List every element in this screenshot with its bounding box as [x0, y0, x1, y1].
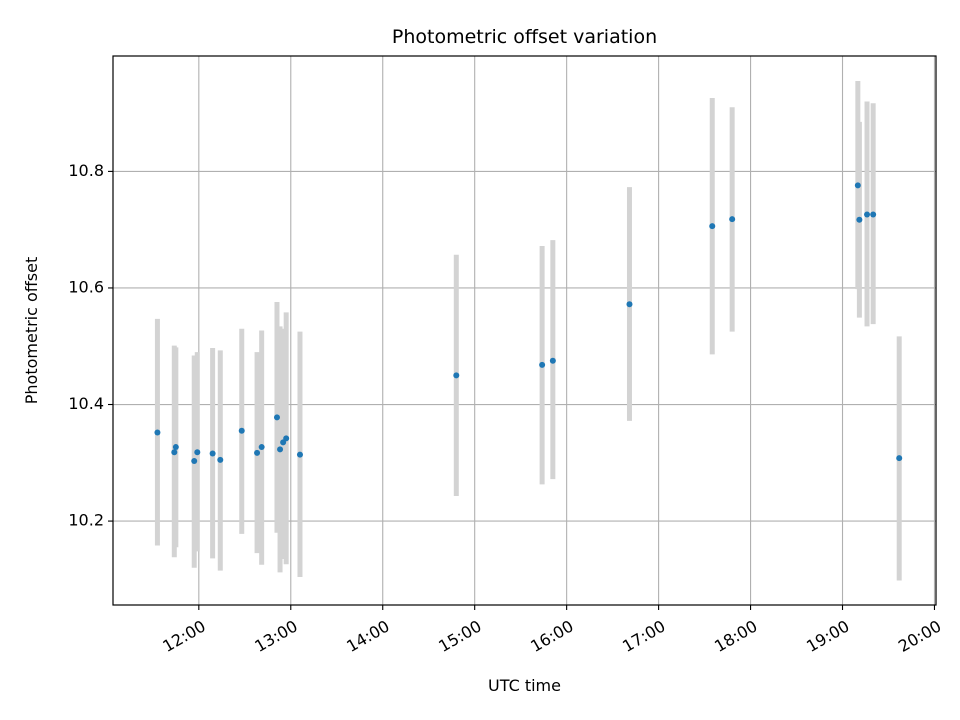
y-axis-ticks: 10.2 10.4 10.6 10.8: [68, 161, 113, 530]
data-point: [273, 414, 280, 421]
data-point: [549, 357, 556, 364]
y-tick-label: 10.6: [68, 277, 104, 296]
data-point: [194, 449, 201, 456]
data-point: [191, 458, 198, 465]
chart-title: Photometric offset variation: [392, 26, 657, 48]
data-point: [154, 429, 161, 436]
data-point: [870, 211, 877, 218]
data-point: [856, 216, 863, 223]
data-point: [238, 427, 245, 434]
data-point: [626, 301, 633, 308]
data-points: [154, 182, 903, 465]
data-point: [254, 449, 261, 456]
data-point: [864, 211, 871, 218]
data-point: [729, 216, 736, 223]
data-point: [283, 435, 290, 442]
y-tick-label: 10.4: [68, 394, 104, 413]
y-tick-label: 10.2: [68, 511, 104, 530]
data-point: [172, 444, 179, 451]
data-point: [539, 361, 546, 368]
data-point: [709, 223, 716, 230]
data-point: [296, 451, 303, 458]
data-point: [896, 455, 903, 462]
data-point: [217, 456, 224, 463]
x-axis-title: UTC time: [488, 676, 561, 695]
data-point: [209, 450, 216, 457]
y-tick-label: 10.8: [68, 161, 104, 180]
data-point: [854, 182, 861, 189]
data-point: [277, 446, 284, 453]
data-point: [258, 444, 265, 451]
y-axis-title: Photometric offset: [22, 257, 41, 405]
data-point: [453, 372, 460, 379]
grid: [113, 56, 936, 605]
plot-frame: [112, 55, 937, 606]
data-point: [280, 439, 287, 446]
data-point: [171, 449, 178, 456]
